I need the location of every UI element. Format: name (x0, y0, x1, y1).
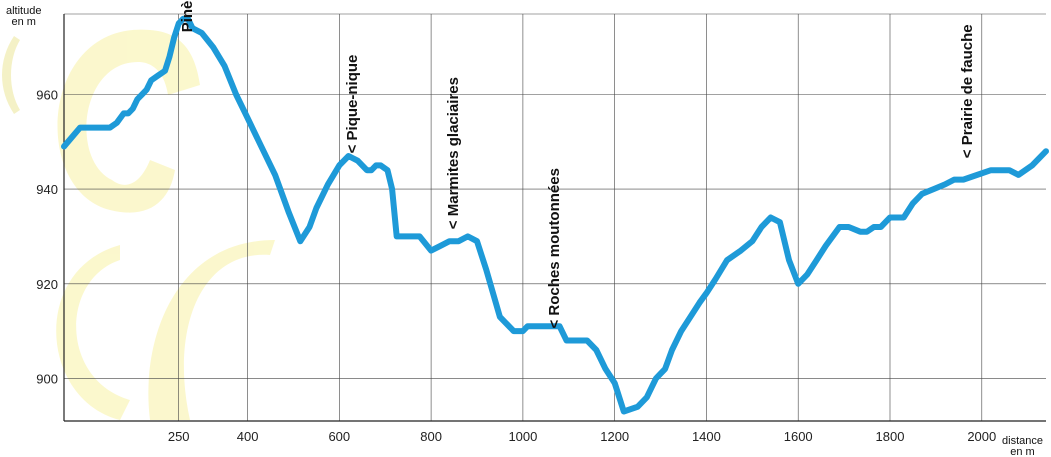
series-lines (61, 15, 1049, 415)
y-axis-label-line2: en m (11, 16, 36, 28)
axes (63, 13, 1046, 422)
x-tick-label-4: 1000 (508, 429, 537, 444)
y-tick-label-0: 900 (36, 371, 58, 386)
x-axis-label: distance en m (1002, 436, 1043, 457)
x-axis-label-line1: distance (1002, 436, 1043, 447)
x-tick-label-8: 1800 (876, 429, 905, 444)
y-axis-label: altitude en m (6, 6, 41, 28)
series-line-0 (61, 15, 1049, 415)
grid-lines (64, 14, 1046, 421)
annotations: Pinède > < Pique-nique < Marmites glaciair… (179, 0, 976, 329)
x-axis-label-line2: en m (1010, 446, 1035, 457)
y-axis-label-line1: altitude (6, 5, 42, 17)
annotation-3: < Roches moutonnées (546, 168, 563, 328)
annotation-4: < Prairie de fauche (959, 24, 976, 158)
y-tick-label-1: 920 (36, 277, 58, 292)
annotation-0: Pinède > (179, 0, 196, 32)
x-tick-label-5: 1200 (600, 429, 629, 444)
x-tick-label-7: 1600 (784, 429, 813, 444)
x-tick-labels: 250 400 600 800 1000 1200 1400 1600 1800 2000 (168, 429, 996, 444)
y-tick-label-2: 940 (36, 182, 58, 197)
annotation-2: < Marmites glaciaires (445, 77, 462, 229)
watermark-logo (2, 29, 275, 420)
annotation-1: < Pique-nique (344, 55, 361, 154)
x-tick-label-0: 250 (168, 429, 190, 444)
y-tick-labels: 900 920 940 960 (36, 88, 58, 387)
x-tick-label-2: 600 (328, 429, 350, 444)
y-tick-label-3: 960 (36, 88, 58, 103)
x-tick-label-9: 2000 (967, 429, 996, 444)
x-tick-label-1: 400 (237, 429, 259, 444)
x-tick-label-6: 1400 (692, 429, 721, 444)
x-tick-label-3: 800 (420, 429, 442, 444)
